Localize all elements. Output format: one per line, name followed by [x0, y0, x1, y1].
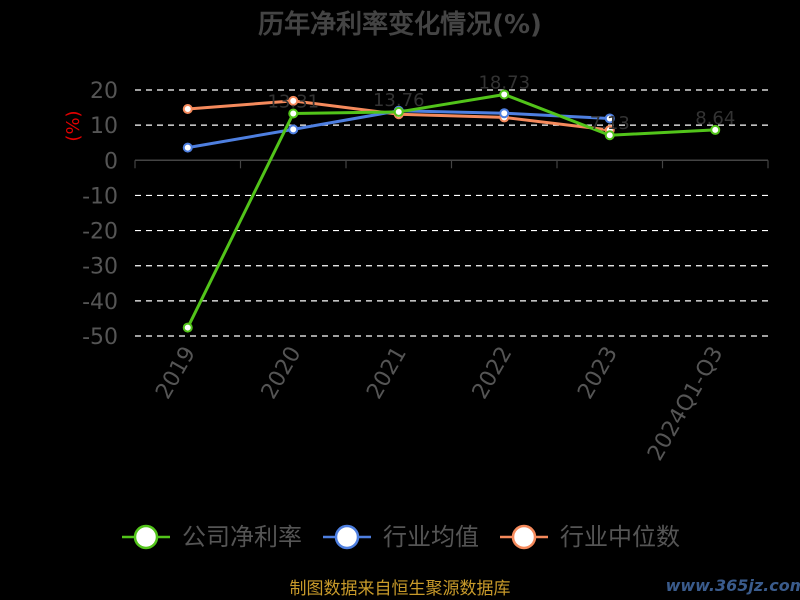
y-tick-label: 10 — [90, 114, 118, 139]
legend: 公司净利率 行业均值 行业中位数 — [122, 523, 680, 551]
x-tick-label: 2019 — [151, 343, 201, 404]
series-line — [186, 92, 716, 329]
data-point — [288, 124, 299, 135]
data-point — [182, 142, 193, 153]
data-point — [288, 108, 299, 119]
x-axis: 2019 2020 2021 2022 2023 2024Q1-Q3 — [134, 160, 769, 466]
data-label: 8.64 — [695, 108, 735, 129]
gridlines — [135, 89, 768, 337]
y-axis-ticks: 20 10 0 -10 -20 -30 -40 -50 — [82, 79, 118, 350]
data-label: 7.13 — [590, 113, 630, 134]
data-point — [499, 108, 510, 119]
data-point — [604, 130, 615, 141]
legend-swatch-marker — [334, 524, 360, 550]
y-tick-label: -30 — [82, 255, 118, 280]
legend-label: 公司净利率 — [182, 523, 302, 551]
data-point — [288, 95, 299, 106]
y-tick-label: -40 — [82, 290, 118, 315]
legend-swatch-marker — [511, 524, 537, 550]
data-point — [182, 322, 193, 333]
data-label: 18.73 — [478, 72, 530, 93]
legend-label: 行业均值 — [383, 523, 479, 551]
watermark: www.365jz.com — [666, 576, 800, 595]
chart-title: 历年净利率变化情况(%) — [258, 9, 542, 40]
x-tick-label: 2022 — [468, 343, 518, 404]
x-tick-label: 2020 — [257, 343, 307, 404]
y-axis-label: (%) — [63, 110, 84, 141]
y-tick-label: -10 — [82, 184, 118, 209]
legend-label: 行业中位数 — [560, 523, 680, 551]
data-point — [499, 89, 510, 100]
data-point — [604, 113, 615, 124]
data-point — [182, 103, 193, 114]
series-公司净利率: 13.31 13.76 18.73 7.13 8.64 — [182, 72, 735, 333]
footer-source: 制图数据来自恒生聚源数据库 — [290, 579, 511, 599]
x-tick-label: 2024Q1-Q3 — [643, 343, 728, 466]
legend-item: 行业均值 — [323, 523, 479, 551]
x-tick-label: 2021 — [362, 343, 412, 404]
y-tick-label: -50 — [82, 325, 118, 350]
data-point — [393, 106, 404, 117]
data-label: 13.76 — [373, 90, 425, 111]
x-tick-label: 2023 — [573, 343, 623, 404]
data-point — [710, 124, 721, 135]
data-label: 13.31 — [267, 92, 319, 113]
series-lines: 13.31 13.76 18.73 7.13 8.64 — [182, 72, 735, 333]
legend-item: 公司净利率 — [122, 523, 302, 551]
y-tick-label: 20 — [90, 79, 118, 104]
legend-swatch-marker — [133, 524, 159, 550]
y-tick-label: -20 — [82, 220, 118, 245]
legend-item: 行业中位数 — [500, 523, 680, 551]
y-tick-label: 0 — [104, 149, 118, 174]
